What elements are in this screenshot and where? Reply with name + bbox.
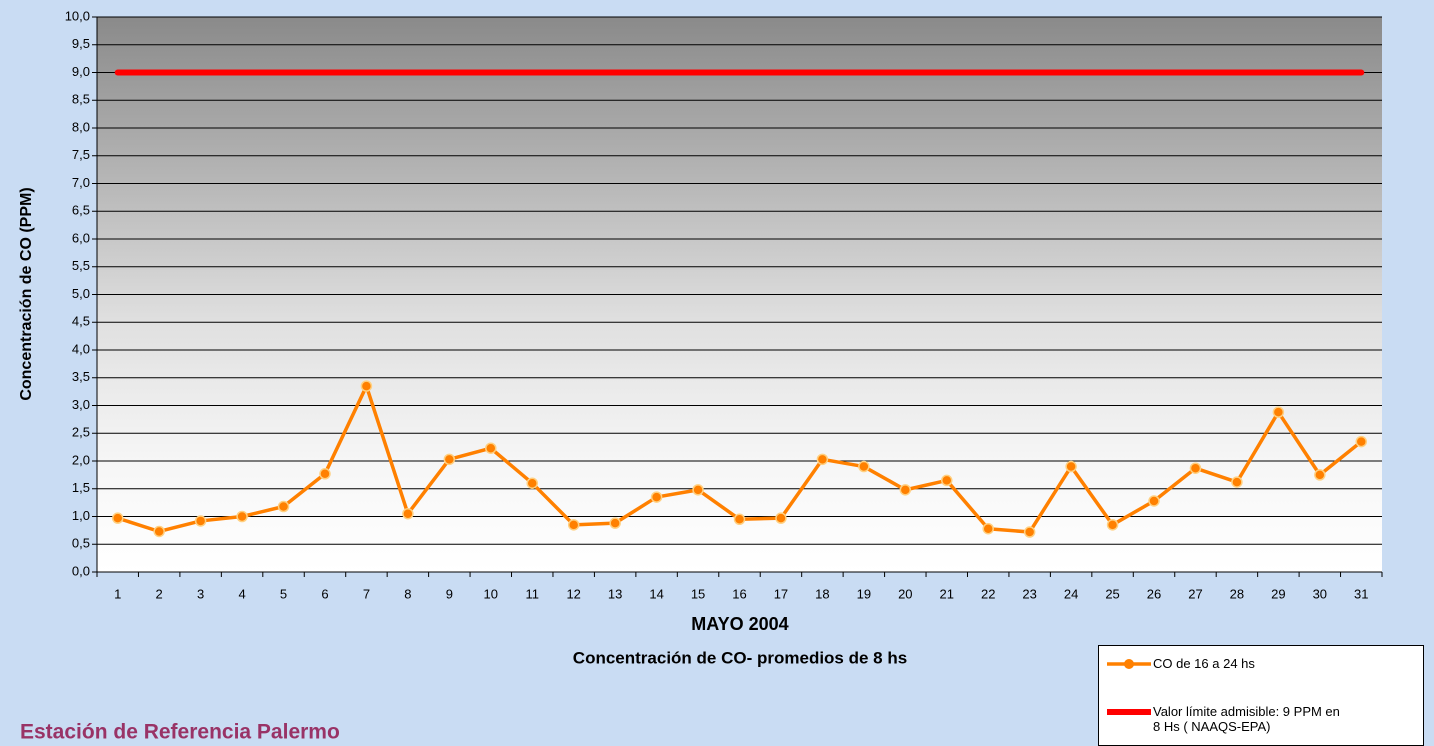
x-axis-label: MAYO 2004 xyxy=(691,614,788,634)
y-tick-label: 7,5 xyxy=(72,147,90,162)
data-point xyxy=(1148,495,1160,507)
data-point xyxy=(360,380,373,392)
y-tick-label: 2,5 xyxy=(72,425,90,440)
y-tick-label: 4,0 xyxy=(72,341,90,356)
footer: Estación de Referencia Palermo xyxy=(20,721,340,744)
x-tick-label: 19 xyxy=(857,586,871,601)
x-axis-subtitle: Concentración de CO- promedios de 8 hs xyxy=(573,648,907,667)
x-tick-label: 4 xyxy=(238,586,245,601)
data-point xyxy=(1065,460,1077,473)
x-tick-label: 30 xyxy=(1313,586,1327,601)
x-tick-label: 22 xyxy=(981,586,995,601)
x-tick-label: 8 xyxy=(404,586,411,601)
x-tick-label: 23 xyxy=(1022,586,1036,601)
legend-label: CO de 16 a 24 hs xyxy=(1153,656,1255,671)
x-tick-label: 12 xyxy=(566,586,580,601)
data-point xyxy=(733,513,746,526)
data-point xyxy=(1023,526,1036,538)
data-point xyxy=(1272,406,1285,418)
data-point xyxy=(941,474,953,487)
x-tick-label: 13 xyxy=(608,586,622,601)
data-point xyxy=(982,522,994,535)
x-tick-label: 27 xyxy=(1188,586,1202,601)
data-point xyxy=(899,484,912,496)
legend-item: CO de 16 a 24 hs xyxy=(1105,656,1343,672)
legend-item: Valor límite admisible: 9 PPM en 8 Hs ( … xyxy=(1105,704,1343,734)
x-tick-label: 25 xyxy=(1105,586,1119,601)
legend-swatch xyxy=(1107,709,1151,715)
y-tick-label: 8,5 xyxy=(72,92,90,107)
y-tick-label: 4,5 xyxy=(72,314,90,329)
x-tick-label: 29 xyxy=(1271,586,1285,601)
x-tick-label: 28 xyxy=(1230,586,1244,601)
y-tick-label: 6,0 xyxy=(72,230,90,245)
data-point xyxy=(609,517,621,529)
x-tick-label: 17 xyxy=(774,586,788,601)
x-tick-label: 24 xyxy=(1064,586,1078,601)
y-tick-label: 8,0 xyxy=(72,119,90,134)
data-point xyxy=(402,507,414,520)
y-tick-label: 0,0 xyxy=(72,563,90,578)
x-tick-label: 20 xyxy=(898,586,912,601)
legend-marker xyxy=(1124,659,1134,669)
x-tick-label: 10 xyxy=(484,586,498,601)
y-tick-label: 7,0 xyxy=(72,175,90,190)
x-tick-label: 1 xyxy=(114,586,121,601)
legend: CO de 16 a 24 hs Valor límite admisible: … xyxy=(1098,645,1424,746)
x-tick-label: 11 xyxy=(525,586,539,601)
data-point xyxy=(111,512,124,524)
legend-swatch xyxy=(1107,659,1151,669)
data-point xyxy=(236,510,248,523)
y-tick-label: 5,0 xyxy=(72,286,90,301)
data-point xyxy=(816,453,829,466)
x-tick-label: 31 xyxy=(1354,586,1368,601)
x-tick-label: 18 xyxy=(815,586,829,601)
data-point xyxy=(485,442,497,454)
y-tick-label: 5,5 xyxy=(72,258,90,273)
data-point xyxy=(1189,462,1202,474)
data-point xyxy=(567,519,580,531)
x-tick-label: 6 xyxy=(321,586,328,601)
x-tick-label: 21 xyxy=(940,586,954,601)
x-tick-label: 3 xyxy=(197,586,204,601)
data-point xyxy=(1106,519,1119,531)
data-point xyxy=(277,500,290,513)
y-tick-label: 0,5 xyxy=(72,536,90,551)
data-point xyxy=(775,512,787,524)
data-point xyxy=(650,491,663,503)
x-tick-label: 15 xyxy=(691,586,705,601)
y-tick-label: 1,5 xyxy=(72,480,90,495)
data-point xyxy=(443,453,456,466)
data-point xyxy=(153,525,165,538)
x-tick-label: 9 xyxy=(446,586,453,601)
x-tick-label: 14 xyxy=(649,586,663,601)
data-point xyxy=(1314,469,1326,481)
y-tick-label: 9,5 xyxy=(72,36,90,51)
y-tick-label: 10,0 xyxy=(65,8,90,23)
x-tick-label: 26 xyxy=(1147,586,1161,601)
y-tick-label: 3,0 xyxy=(72,397,90,412)
x-tick-label: 5 xyxy=(280,586,287,601)
y-tick-label: 1,0 xyxy=(72,508,90,523)
x-tick-label: 2 xyxy=(156,586,163,601)
data-point xyxy=(1231,476,1243,488)
y-tick-label: 9,0 xyxy=(72,64,90,79)
data-point xyxy=(194,515,207,527)
y-tick-label: 2,0 xyxy=(72,452,90,467)
x-tick-label: 7 xyxy=(363,586,370,601)
x-tick-label: 16 xyxy=(732,586,746,601)
data-point xyxy=(1355,435,1368,448)
data-point xyxy=(858,460,870,473)
y-axis-label: Concentración de CO (PPM) xyxy=(18,187,35,400)
y-tick-label: 6,5 xyxy=(72,203,90,218)
data-point xyxy=(692,484,704,496)
data-point xyxy=(319,468,331,480)
y-tick-label: 3,5 xyxy=(72,369,90,384)
legend-label: Valor límite admisible: 9 PPM en 8 Hs ( … xyxy=(1153,704,1340,734)
data-point xyxy=(526,477,538,489)
